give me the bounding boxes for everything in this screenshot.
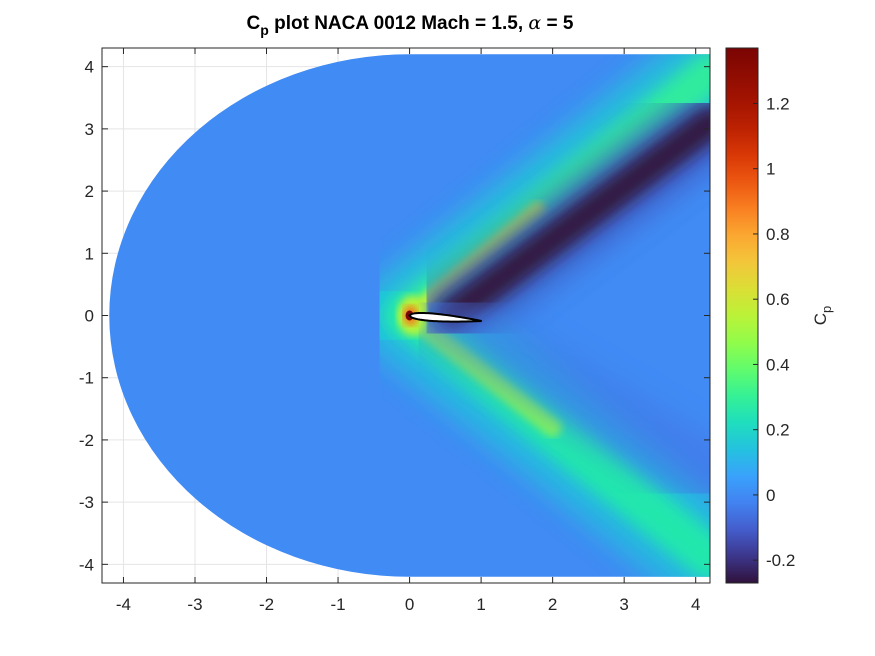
colorbar-tick-label: 0.2	[766, 421, 790, 440]
y-tick-label: 2	[85, 182, 94, 201]
colorbar-ticks: -0.2 0 0.2 0.4 0.6 0.8 1 1.2	[753, 94, 795, 570]
colorbar-label-sub: p	[819, 306, 834, 313]
y-tick-label: 4	[85, 58, 94, 77]
title-subscript: p	[260, 22, 269, 38]
x-tick-label: 3	[619, 595, 628, 614]
colorbar-tick-label: 0	[766, 486, 775, 505]
x-tick-label: 2	[548, 595, 557, 614]
x-axis-ticks: -4 -3 -2 -1 0 1 2 3 4	[116, 48, 700, 614]
x-tick-label: 0	[405, 595, 414, 614]
colorbar-tick-label: 0.6	[766, 290, 790, 309]
colorbar-tick-label: -0.2	[766, 551, 795, 570]
y-tick-label: -1	[79, 369, 94, 388]
cp-contour-field	[109, 54, 711, 577]
title-alpha: α	[528, 12, 541, 34]
title-prefix: C	[247, 13, 261, 34]
colorbar-label: Cp	[811, 306, 834, 326]
colorbar-tick-label: 1.2	[766, 94, 790, 113]
colorbar-tick-label: 1	[766, 160, 775, 179]
x-tick-label: 1	[476, 595, 485, 614]
chart-title: Cp plot NACA 0012 Mach = 1.5, α = 5	[247, 12, 574, 38]
x-tick-label: -1	[330, 595, 345, 614]
x-tick-label: -3	[187, 595, 202, 614]
y-tick-label: 1	[85, 244, 94, 263]
y-tick-label: -3	[79, 493, 94, 512]
colorbar-tick-label: 0.8	[766, 225, 790, 244]
x-tick-label: 4	[691, 595, 700, 614]
colorbar-tick-label: 0.4	[766, 355, 790, 374]
y-tick-label: -4	[79, 555, 94, 574]
wake-core	[436, 106, 711, 331]
y-tick-label: -2	[79, 431, 94, 450]
title-middle: plot NACA 0012 Mach = 1.5,	[269, 13, 529, 34]
colorbar-label-main: C	[811, 313, 830, 325]
x-tick-label: -4	[116, 595, 131, 614]
colorbar	[725, 47, 759, 584]
y-tick-label: 0	[85, 307, 94, 326]
lower-wake-halo	[413, 286, 711, 510]
airfoil-naca0012	[408, 312, 482, 323]
x-tick-label: -2	[259, 595, 274, 614]
y-tick-label: 3	[85, 120, 94, 139]
y-axis-ticks: -4 -3 -2 -1 0 1 2 3 4	[79, 58, 710, 574]
title-suffix: = 5	[541, 13, 574, 34]
